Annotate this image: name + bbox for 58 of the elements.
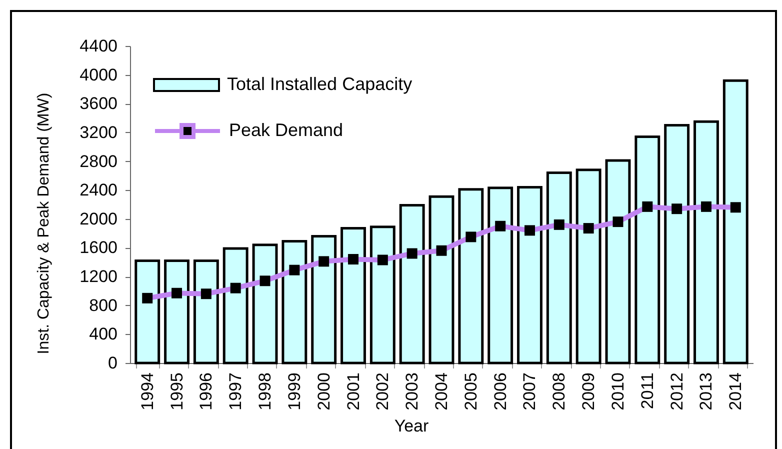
y-tick-label: 1600 (80, 238, 118, 258)
bar (399, 204, 425, 364)
bar (722, 79, 748, 364)
bar (222, 247, 248, 364)
bar (282, 240, 308, 364)
bar (634, 136, 660, 364)
y-tick-label: 3200 (80, 122, 118, 142)
x-tick-label: 2006 (490, 372, 510, 410)
bar (605, 159, 631, 364)
bar (664, 124, 690, 364)
x-tick-label: 2000 (314, 372, 334, 410)
bar (546, 172, 572, 364)
bar (694, 120, 719, 364)
bar (252, 244, 278, 364)
x-tick-label: 2013 (696, 372, 716, 410)
bar (458, 188, 484, 364)
x-tick-label: 1997 (226, 372, 246, 410)
y-tick-label: 4000 (80, 65, 118, 84)
bar (428, 195, 454, 364)
bar (370, 226, 396, 364)
x-tick-label: 2014 (726, 372, 746, 410)
y-tick-label: 2000 (80, 209, 118, 228)
x-tick-label: 1994 (138, 372, 157, 410)
x-axis-title: Year (394, 416, 430, 436)
x-tick-label: 2001 (344, 372, 363, 410)
x-tick-label: 1998 (256, 372, 275, 410)
x-tick-label: 2008 (550, 372, 569, 410)
x-tick-label: 2009 (579, 372, 598, 410)
y-tick-label: 0 (108, 354, 118, 372)
y-tick-label: 1200 (80, 267, 118, 286)
y-tick-label: 800 (89, 296, 118, 315)
bar (517, 186, 542, 364)
x-tick-label: 1999 (284, 372, 304, 410)
y-tick-label: 4400 (80, 36, 118, 56)
x-tick-label: 1996 (196, 372, 216, 410)
y-tick-label: 2400 (80, 180, 118, 200)
bar (488, 186, 514, 364)
x-tick-label: 2012 (667, 372, 686, 410)
y-tick-label: 2800 (80, 152, 118, 171)
legend-label: Peak Demand (229, 120, 344, 140)
y-axis-title: Inst. Capacity & Peak Demand (MW) (36, 92, 53, 354)
x-tick-label: 2010 (608, 372, 628, 410)
x-tick-label: 1995 (167, 372, 186, 410)
y-tick-label: 400 (89, 324, 118, 344)
x-tick-label: 2002 (373, 372, 392, 410)
bar (164, 259, 190, 364)
bar (340, 227, 366, 364)
bar (576, 168, 602, 364)
bar (193, 259, 219, 364)
x-tick-label: 2005 (461, 372, 480, 410)
bar (134, 259, 160, 364)
legend-label: Total Installed Capacity (227, 74, 412, 94)
x-tick-label: 2003 (402, 372, 422, 410)
x-tick-label: 2004 (432, 372, 451, 410)
x-tick-label: 2007 (520, 372, 540, 410)
x-tick-label: 2011 (638, 372, 657, 410)
y-tick-label: 3600 (80, 94, 118, 114)
bar (311, 234, 337, 364)
